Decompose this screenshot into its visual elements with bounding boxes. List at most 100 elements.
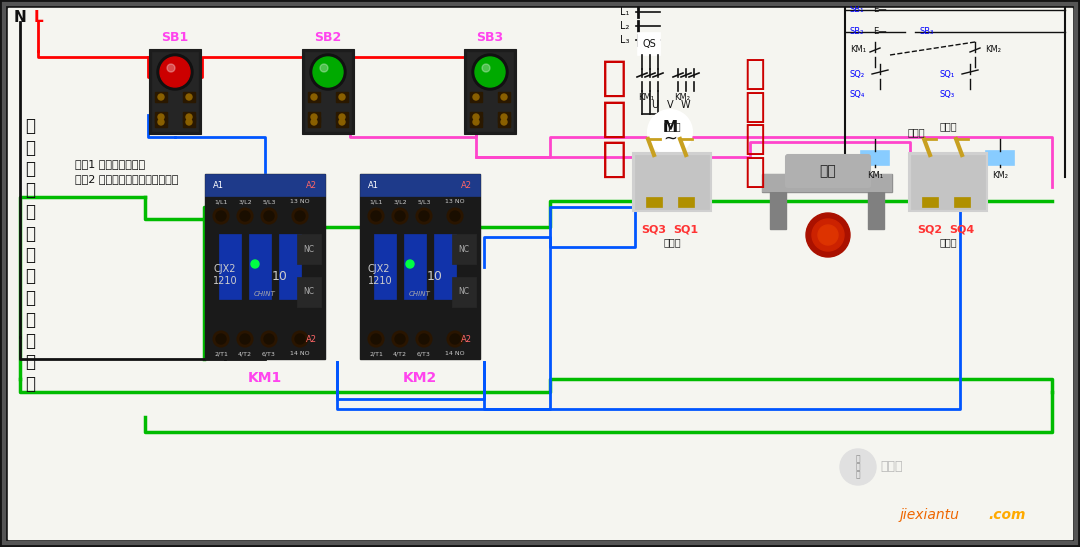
Circle shape	[213, 331, 229, 347]
Bar	[404, 234, 426, 299]
Circle shape	[339, 119, 345, 125]
Circle shape	[251, 260, 259, 268]
Circle shape	[261, 331, 276, 347]
Text: 二
次
线
路: 二 次 线 路	[744, 57, 766, 189]
Text: E—: E—	[873, 27, 887, 37]
Text: SB₃: SB₃	[920, 27, 934, 37]
Circle shape	[416, 331, 432, 347]
Bar	[498, 92, 510, 102]
Text: KM₂: KM₂	[993, 171, 1008, 180]
Bar	[205, 174, 325, 359]
Circle shape	[473, 119, 480, 125]
Circle shape	[339, 114, 345, 120]
Circle shape	[295, 334, 305, 344]
Text: KM₁: KM₁	[638, 93, 654, 102]
Text: KM2: KM2	[403, 371, 437, 385]
Bar	[912, 155, 985, 209]
Circle shape	[339, 94, 345, 100]
Text: SQ₂: SQ₂	[850, 69, 865, 79]
Text: A2: A2	[461, 335, 472, 344]
Text: 14 NO: 14 NO	[291, 351, 310, 356]
Bar	[183, 92, 195, 102]
Circle shape	[311, 119, 318, 125]
Circle shape	[395, 211, 405, 221]
Text: 1/L1: 1/L1	[369, 199, 382, 204]
Text: 步骤2 按动按钮，进行运行操作。: 步骤2 按动按钮，进行运行操作。	[75, 174, 178, 184]
Circle shape	[473, 94, 480, 100]
Text: 13 NO: 13 NO	[291, 199, 310, 204]
Circle shape	[840, 449, 876, 485]
Text: .com: .com	[988, 508, 1026, 522]
Circle shape	[310, 54, 346, 90]
Text: KM1: KM1	[248, 371, 282, 385]
Circle shape	[295, 211, 305, 221]
Bar	[219, 234, 241, 299]
Text: 常闭点: 常闭点	[663, 237, 680, 247]
Bar	[156, 92, 167, 102]
Circle shape	[450, 211, 460, 221]
Bar	[360, 174, 480, 359]
Circle shape	[392, 208, 408, 224]
Bar	[183, 117, 195, 127]
Text: 14 NO: 14 NO	[445, 351, 464, 356]
Bar	[909, 153, 987, 211]
Text: SQ1: SQ1	[674, 225, 699, 235]
Text: CHINT: CHINT	[409, 291, 431, 297]
Bar	[297, 277, 321, 307]
Circle shape	[213, 208, 229, 224]
Circle shape	[812, 219, 843, 251]
Circle shape	[395, 334, 405, 344]
Text: L₁: L₁	[620, 7, 630, 17]
Text: 变
频
圈: 变 频 圈	[855, 454, 861, 480]
Text: 2/T1: 2/T1	[369, 351, 383, 356]
Text: 常开点: 常开点	[663, 121, 680, 131]
Text: L: L	[33, 9, 43, 25]
Circle shape	[368, 208, 384, 224]
Text: ~: ~	[663, 130, 677, 148]
Bar	[308, 117, 320, 127]
Text: 6/T3: 6/T3	[417, 351, 431, 356]
FancyBboxPatch shape	[786, 155, 870, 187]
Bar	[336, 117, 348, 127]
Circle shape	[482, 64, 490, 72]
Bar	[152, 52, 198, 131]
Bar	[249, 234, 271, 299]
Text: 10: 10	[272, 271, 288, 283]
Text: QS: QS	[643, 39, 656, 49]
Circle shape	[447, 208, 463, 224]
Circle shape	[216, 211, 226, 221]
Circle shape	[158, 114, 164, 120]
Circle shape	[158, 119, 164, 125]
Bar	[297, 234, 321, 264]
Bar	[302, 49, 354, 134]
Bar	[279, 234, 301, 299]
Circle shape	[480, 62, 500, 82]
Circle shape	[818, 225, 838, 245]
Text: 4/T2: 4/T2	[393, 351, 407, 356]
Bar	[470, 117, 482, 127]
Bar	[464, 49, 516, 134]
Text: 13 NO: 13 NO	[445, 199, 464, 204]
Text: SQ3: SQ3	[642, 225, 666, 235]
Text: 小
车
自
动
往
返
控
制
二
次
线
路
图: 小 车 自 动 往 返 控 制 二 次 线 路 图	[25, 117, 35, 393]
Text: 6/T3: 6/T3	[262, 351, 275, 356]
Bar	[305, 52, 351, 131]
Circle shape	[157, 54, 193, 90]
Text: U: U	[651, 100, 659, 110]
Bar	[183, 112, 195, 122]
Circle shape	[186, 114, 192, 120]
Circle shape	[472, 54, 508, 90]
Bar	[453, 234, 476, 264]
Text: 2/T1: 2/T1	[214, 351, 228, 356]
Bar	[308, 92, 320, 102]
Text: 常开点: 常开点	[908, 127, 926, 137]
Circle shape	[501, 119, 507, 125]
Text: 1210: 1210	[213, 276, 238, 286]
Text: N: N	[14, 9, 26, 25]
Circle shape	[450, 334, 460, 344]
Text: KM₁: KM₁	[867, 171, 883, 180]
Circle shape	[216, 334, 226, 344]
Text: A2: A2	[306, 181, 318, 189]
Circle shape	[292, 331, 308, 347]
Circle shape	[311, 94, 318, 100]
